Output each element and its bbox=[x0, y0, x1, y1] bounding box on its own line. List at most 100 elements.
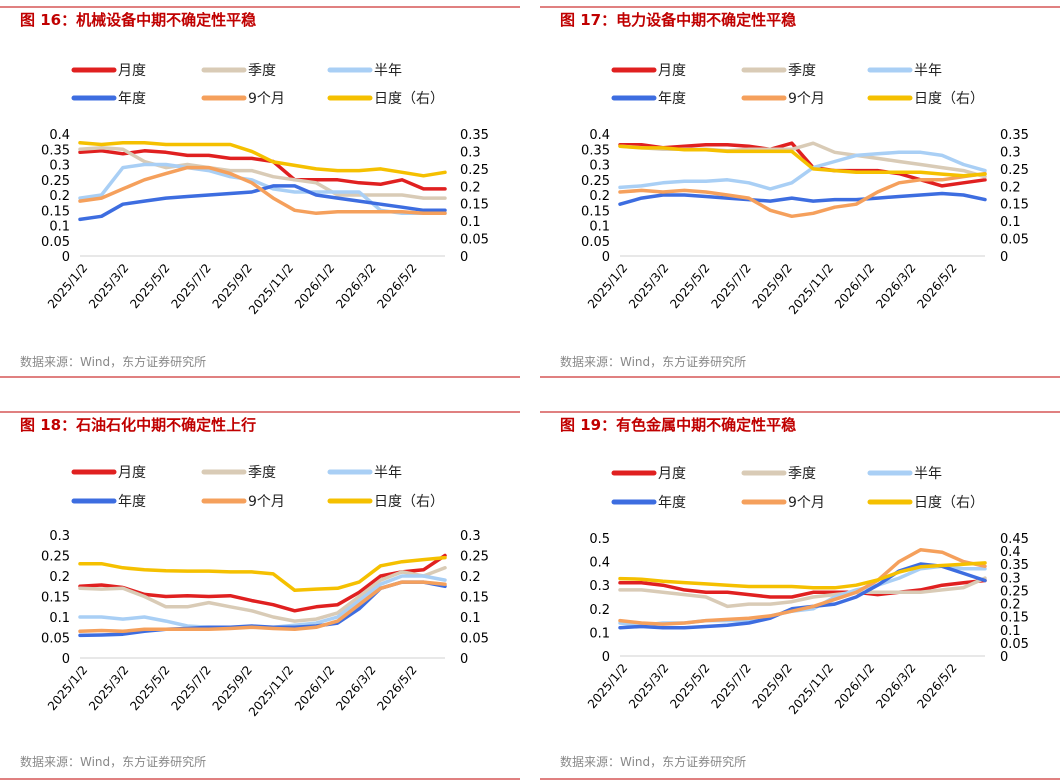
y-left-tick: 0.05 bbox=[41, 632, 70, 647]
y-left-tick: 0.25 bbox=[581, 174, 610, 189]
y-left-tick: 0.2 bbox=[49, 189, 70, 204]
x-tick-label: 2025/5/2 bbox=[127, 261, 172, 311]
x-tick-label: 2026/5/2 bbox=[914, 261, 959, 311]
legend-entry: 月度 bbox=[118, 63, 146, 79]
y-left-tick: 0.2 bbox=[49, 570, 70, 585]
x-tick-label: 2025/1/2 bbox=[45, 663, 90, 713]
y-left-tick: 0 bbox=[62, 652, 70, 667]
series-line bbox=[618, 578, 987, 599]
x-tick-label: 2025/3/2 bbox=[86, 663, 131, 713]
series-line bbox=[78, 140, 447, 178]
y-left-tick: 0.3 bbox=[49, 159, 70, 174]
y-right-tick: 0.2 bbox=[460, 570, 481, 585]
y-right-tick: 0.3 bbox=[1000, 145, 1021, 160]
y-left-tick: 0.2 bbox=[589, 603, 610, 618]
x-tick-label: 2025/7/2 bbox=[708, 261, 753, 311]
legend-entry: 季度 bbox=[788, 466, 816, 482]
x-tick-label: 2025/3/2 bbox=[86, 261, 131, 311]
legend-entry: 日度（右） bbox=[374, 494, 444, 510]
x-tick-label: 2025/1/2 bbox=[585, 261, 630, 311]
y-right-tick: 0.1 bbox=[1000, 624, 1021, 639]
y-right-tick: 0.3 bbox=[460, 529, 481, 544]
x-tick-label: 2026/3/2 bbox=[873, 261, 918, 311]
legend-entry: 日度（右） bbox=[914, 91, 984, 107]
y-left-tick: 0.15 bbox=[41, 591, 70, 606]
y-left-tick: 0.35 bbox=[581, 143, 610, 158]
legend-entry: 季度 bbox=[788, 63, 816, 79]
y-left-tick: 0.35 bbox=[41, 143, 70, 158]
series-line bbox=[78, 555, 447, 593]
y-left-tick: 0.3 bbox=[49, 529, 70, 544]
x-tick-label: 2025/9/2 bbox=[210, 261, 255, 311]
y-right-tick: 0.05 bbox=[1000, 233, 1029, 248]
y-left-tick: 0.2 bbox=[589, 189, 610, 204]
x-tick-label: 2026/3/2 bbox=[873, 661, 918, 711]
series-line bbox=[78, 145, 447, 200]
x-tick-label: 2026/3/2 bbox=[333, 261, 378, 311]
legend-entry: 9个月 bbox=[248, 494, 285, 510]
legend-entry: 日度（右） bbox=[914, 495, 984, 511]
y-right-tick: 0.35 bbox=[1000, 128, 1029, 143]
y-right-tick: 0 bbox=[460, 652, 468, 667]
y-left-tick: 0.25 bbox=[41, 174, 70, 189]
y-left-tick: 0.3 bbox=[589, 579, 610, 594]
y-left-tick: 0 bbox=[602, 250, 610, 265]
y-right-tick: 0 bbox=[1000, 250, 1008, 265]
chart-title: 图 18：石油石化中期不确定性上行 bbox=[20, 416, 256, 434]
legend-entry: 季度 bbox=[248, 63, 276, 79]
y-right-tick: 0.15 bbox=[1000, 198, 1029, 213]
y-right-tick: 0.45 bbox=[1000, 532, 1029, 547]
y-right-tick: 0.3 bbox=[460, 145, 481, 160]
y-left-tick: 0.1 bbox=[49, 220, 70, 235]
chart-source: 数据来源：Wind，东方证券研究所 bbox=[560, 754, 746, 769]
chart-source: 数据来源：Wind，东方证券研究所 bbox=[20, 354, 206, 369]
legend-entry: 年度 bbox=[658, 91, 686, 107]
series-line bbox=[618, 150, 987, 191]
legend-entry: 月度 bbox=[658, 466, 686, 482]
y-right-tick: 0.35 bbox=[1000, 558, 1029, 573]
y-right-tick: 0.15 bbox=[460, 591, 489, 606]
y-right-tick: 0.05 bbox=[460, 632, 489, 647]
legend-entry: 半年 bbox=[374, 465, 402, 481]
y-right-tick: 0.05 bbox=[1000, 637, 1029, 652]
y-left-tick: 0.25 bbox=[41, 550, 70, 565]
x-tick-label: 2026/3/2 bbox=[333, 663, 378, 713]
legend-entry: 日度（右） bbox=[374, 91, 444, 107]
series-line bbox=[78, 553, 447, 613]
y-right-tick: 0 bbox=[1000, 650, 1008, 665]
series-line bbox=[618, 191, 987, 206]
x-tick-label: 2025/5/2 bbox=[667, 661, 712, 711]
legend-entry: 半年 bbox=[914, 63, 942, 79]
y-right-tick: 0.25 bbox=[460, 163, 489, 178]
x-tick-label: 2025/9/2 bbox=[210, 663, 255, 713]
chart-source: 数据来源：Wind，东方证券研究所 bbox=[20, 754, 206, 769]
x-tick-label: 2026/5/2 bbox=[914, 661, 959, 711]
series-line bbox=[618, 144, 987, 178]
series-line bbox=[78, 165, 447, 216]
y-left-tick: 0.15 bbox=[41, 204, 70, 219]
x-tick-label: 2026/1/2 bbox=[832, 661, 877, 711]
y-left-tick: 0.1 bbox=[49, 611, 70, 626]
y-right-tick: 0.25 bbox=[460, 550, 489, 565]
legend-entry: 年度 bbox=[658, 495, 686, 511]
y-right-tick: 0.35 bbox=[460, 128, 489, 143]
x-tick-label: 2026/1/2 bbox=[832, 261, 877, 311]
y-left-tick: 0.05 bbox=[41, 235, 70, 250]
series-line bbox=[618, 171, 987, 219]
series-line bbox=[78, 149, 447, 191]
y-right-tick: 0.1 bbox=[1000, 215, 1021, 230]
y-right-tick: 0.1 bbox=[460, 215, 481, 230]
x-tick-label: 2025/1/2 bbox=[45, 261, 90, 311]
legend-entry: 月度 bbox=[118, 465, 146, 481]
x-tick-label: 2025/9/2 bbox=[750, 261, 795, 311]
legend-entry: 月度 bbox=[658, 63, 686, 79]
y-right-tick: 0.25 bbox=[1000, 163, 1029, 178]
x-tick-label: 2025/5/2 bbox=[667, 261, 712, 311]
y-left-tick: 0.15 bbox=[581, 204, 610, 219]
y-left-tick: 0 bbox=[62, 250, 70, 265]
y-right-tick: 0.2 bbox=[1000, 180, 1021, 195]
legend-entry: 9个月 bbox=[788, 91, 825, 107]
y-left-tick: 0.4 bbox=[49, 128, 70, 143]
legend-entry: 年度 bbox=[118, 494, 146, 510]
